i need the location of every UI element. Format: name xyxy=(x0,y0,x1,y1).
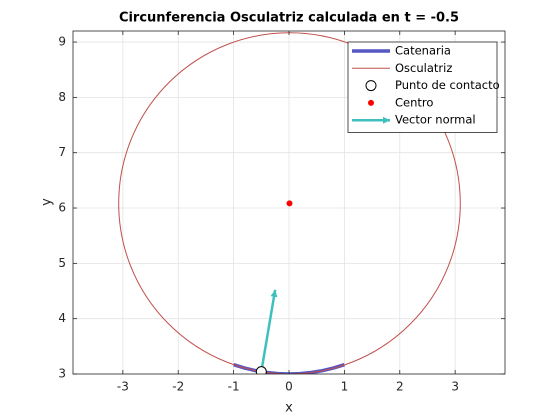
normal-vector xyxy=(260,289,277,372)
x-tick-label: -2 xyxy=(172,380,184,394)
x-axis-label: x xyxy=(285,401,293,416)
legend-label: Vector normal xyxy=(395,113,476,127)
legend-swatch xyxy=(365,80,377,92)
legend-label: Centro xyxy=(395,95,433,109)
legend-label: Osculatriz xyxy=(395,61,452,75)
osculating-circle xyxy=(118,32,461,374)
y-tick-label: 3 xyxy=(58,367,66,381)
y-tick-label: 4 xyxy=(58,311,66,325)
x-tick-label: 2 xyxy=(396,380,404,394)
legend-swatch xyxy=(368,99,374,106)
center-point xyxy=(286,200,293,207)
legend: Catenaria Osculatriz Punto de contacto Cent… xyxy=(347,41,500,133)
y-tick-label: 7 xyxy=(58,145,66,159)
x-tick-label: -3 xyxy=(117,380,129,394)
legend-label: Catenaria xyxy=(395,44,451,58)
normal-vector-head xyxy=(270,289,278,298)
y-tick-label: 8 xyxy=(58,90,66,104)
plot xyxy=(118,32,461,374)
x-tick-label: 1 xyxy=(341,380,349,394)
x-tick-label: 3 xyxy=(451,380,459,394)
contact-point xyxy=(255,366,267,374)
legend-label: Punto de contacto xyxy=(395,78,500,92)
x-tick-label: -1 xyxy=(228,380,240,394)
chart-title: Circunferencia Osculatriz calculada en t… xyxy=(119,11,459,26)
legend-swatch xyxy=(383,116,390,124)
ticks: -3 -2 -1 0 1 2 3 3 4 5 6 7 8 9 xyxy=(58,31,505,394)
y-tick-label: 5 xyxy=(58,256,66,270)
y-tick-label: 9 xyxy=(58,35,66,49)
x-tick-label: 0 xyxy=(285,380,293,394)
y-tick-label: 6 xyxy=(58,201,66,215)
y-axis-label: y xyxy=(40,198,55,206)
